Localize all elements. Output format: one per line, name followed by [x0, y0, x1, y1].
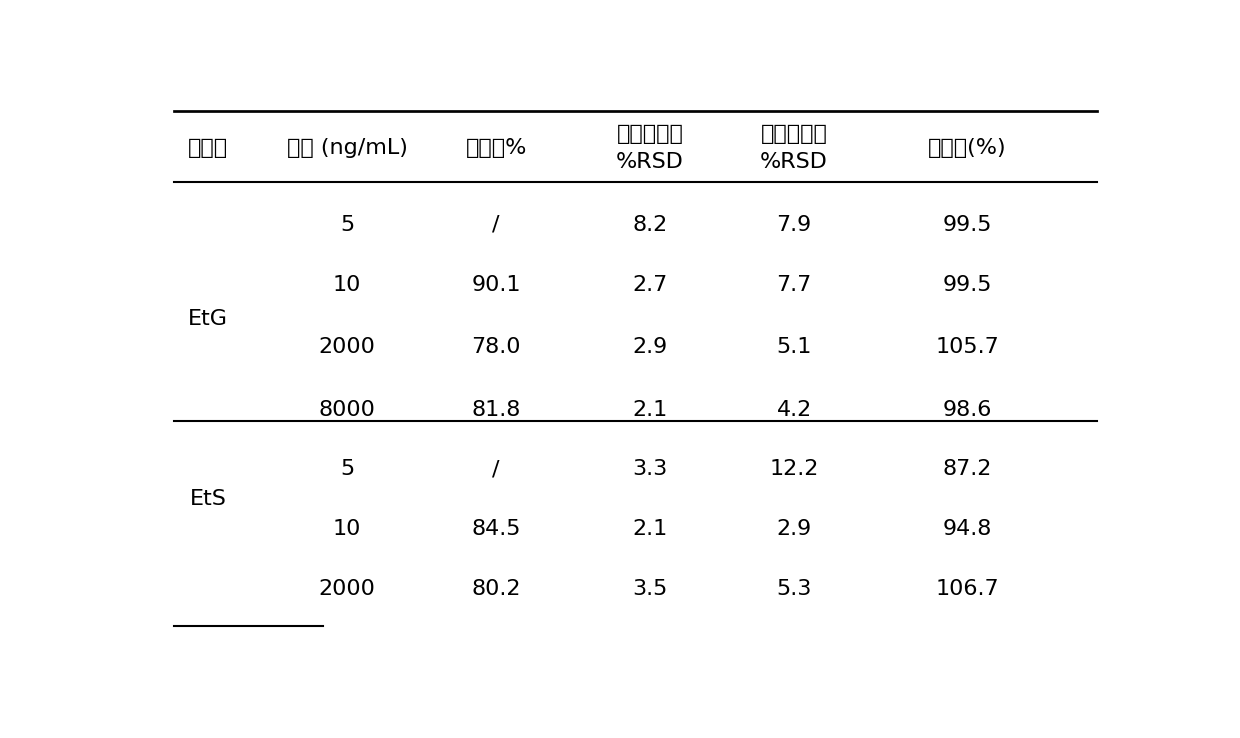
Text: 98.6: 98.6 [942, 399, 992, 420]
Text: 84.5: 84.5 [471, 519, 521, 539]
Text: 99.5: 99.5 [942, 275, 992, 294]
Text: 待测物: 待测物 [187, 138, 228, 158]
Text: 12.2: 12.2 [769, 459, 818, 479]
Text: 回收率%: 回收率% [465, 138, 527, 158]
Text: 5.1: 5.1 [776, 337, 812, 357]
Text: 7.7: 7.7 [776, 275, 812, 294]
Text: %RSD: %RSD [760, 153, 828, 173]
Text: 80.2: 80.2 [471, 579, 521, 599]
Text: 10: 10 [334, 519, 361, 539]
Text: 批内精密度: 批内精密度 [616, 124, 683, 144]
Text: 8.2: 8.2 [632, 215, 667, 235]
Text: 106.7: 106.7 [935, 579, 999, 599]
Text: 7.9: 7.9 [776, 215, 812, 235]
Text: 2.1: 2.1 [632, 519, 667, 539]
Text: %RSD: %RSD [616, 153, 683, 173]
Text: 准确度(%): 准确度(%) [928, 138, 1007, 158]
Text: 8000: 8000 [319, 399, 376, 420]
Text: 3.5: 3.5 [632, 579, 667, 599]
Text: EtS: EtS [190, 489, 226, 509]
Text: 2.9: 2.9 [776, 519, 812, 539]
Text: 2.7: 2.7 [632, 275, 667, 294]
Text: 90.1: 90.1 [471, 275, 521, 294]
Text: /: / [492, 215, 500, 235]
Text: 5: 5 [340, 459, 355, 479]
Text: /: / [492, 459, 500, 479]
Text: 3.3: 3.3 [632, 459, 667, 479]
Text: 批间精密度: 批间精密度 [760, 124, 827, 144]
Text: EtG: EtG [187, 308, 228, 328]
Text: 2.1: 2.1 [632, 399, 667, 420]
Text: 2.9: 2.9 [632, 337, 667, 357]
Text: 2000: 2000 [319, 337, 376, 357]
Text: 78.0: 78.0 [471, 337, 521, 357]
Text: 94.8: 94.8 [942, 519, 992, 539]
Text: 2000: 2000 [319, 579, 376, 599]
Text: 4.2: 4.2 [776, 399, 812, 420]
Text: 81.8: 81.8 [471, 399, 521, 420]
Text: 99.5: 99.5 [942, 215, 992, 235]
Text: 105.7: 105.7 [935, 337, 999, 357]
Text: 浓度 (ng/mL): 浓度 (ng/mL) [286, 138, 408, 158]
Text: 5: 5 [340, 215, 355, 235]
Text: 10: 10 [334, 275, 361, 294]
Text: 87.2: 87.2 [942, 459, 992, 479]
Text: 5.3: 5.3 [776, 579, 812, 599]
